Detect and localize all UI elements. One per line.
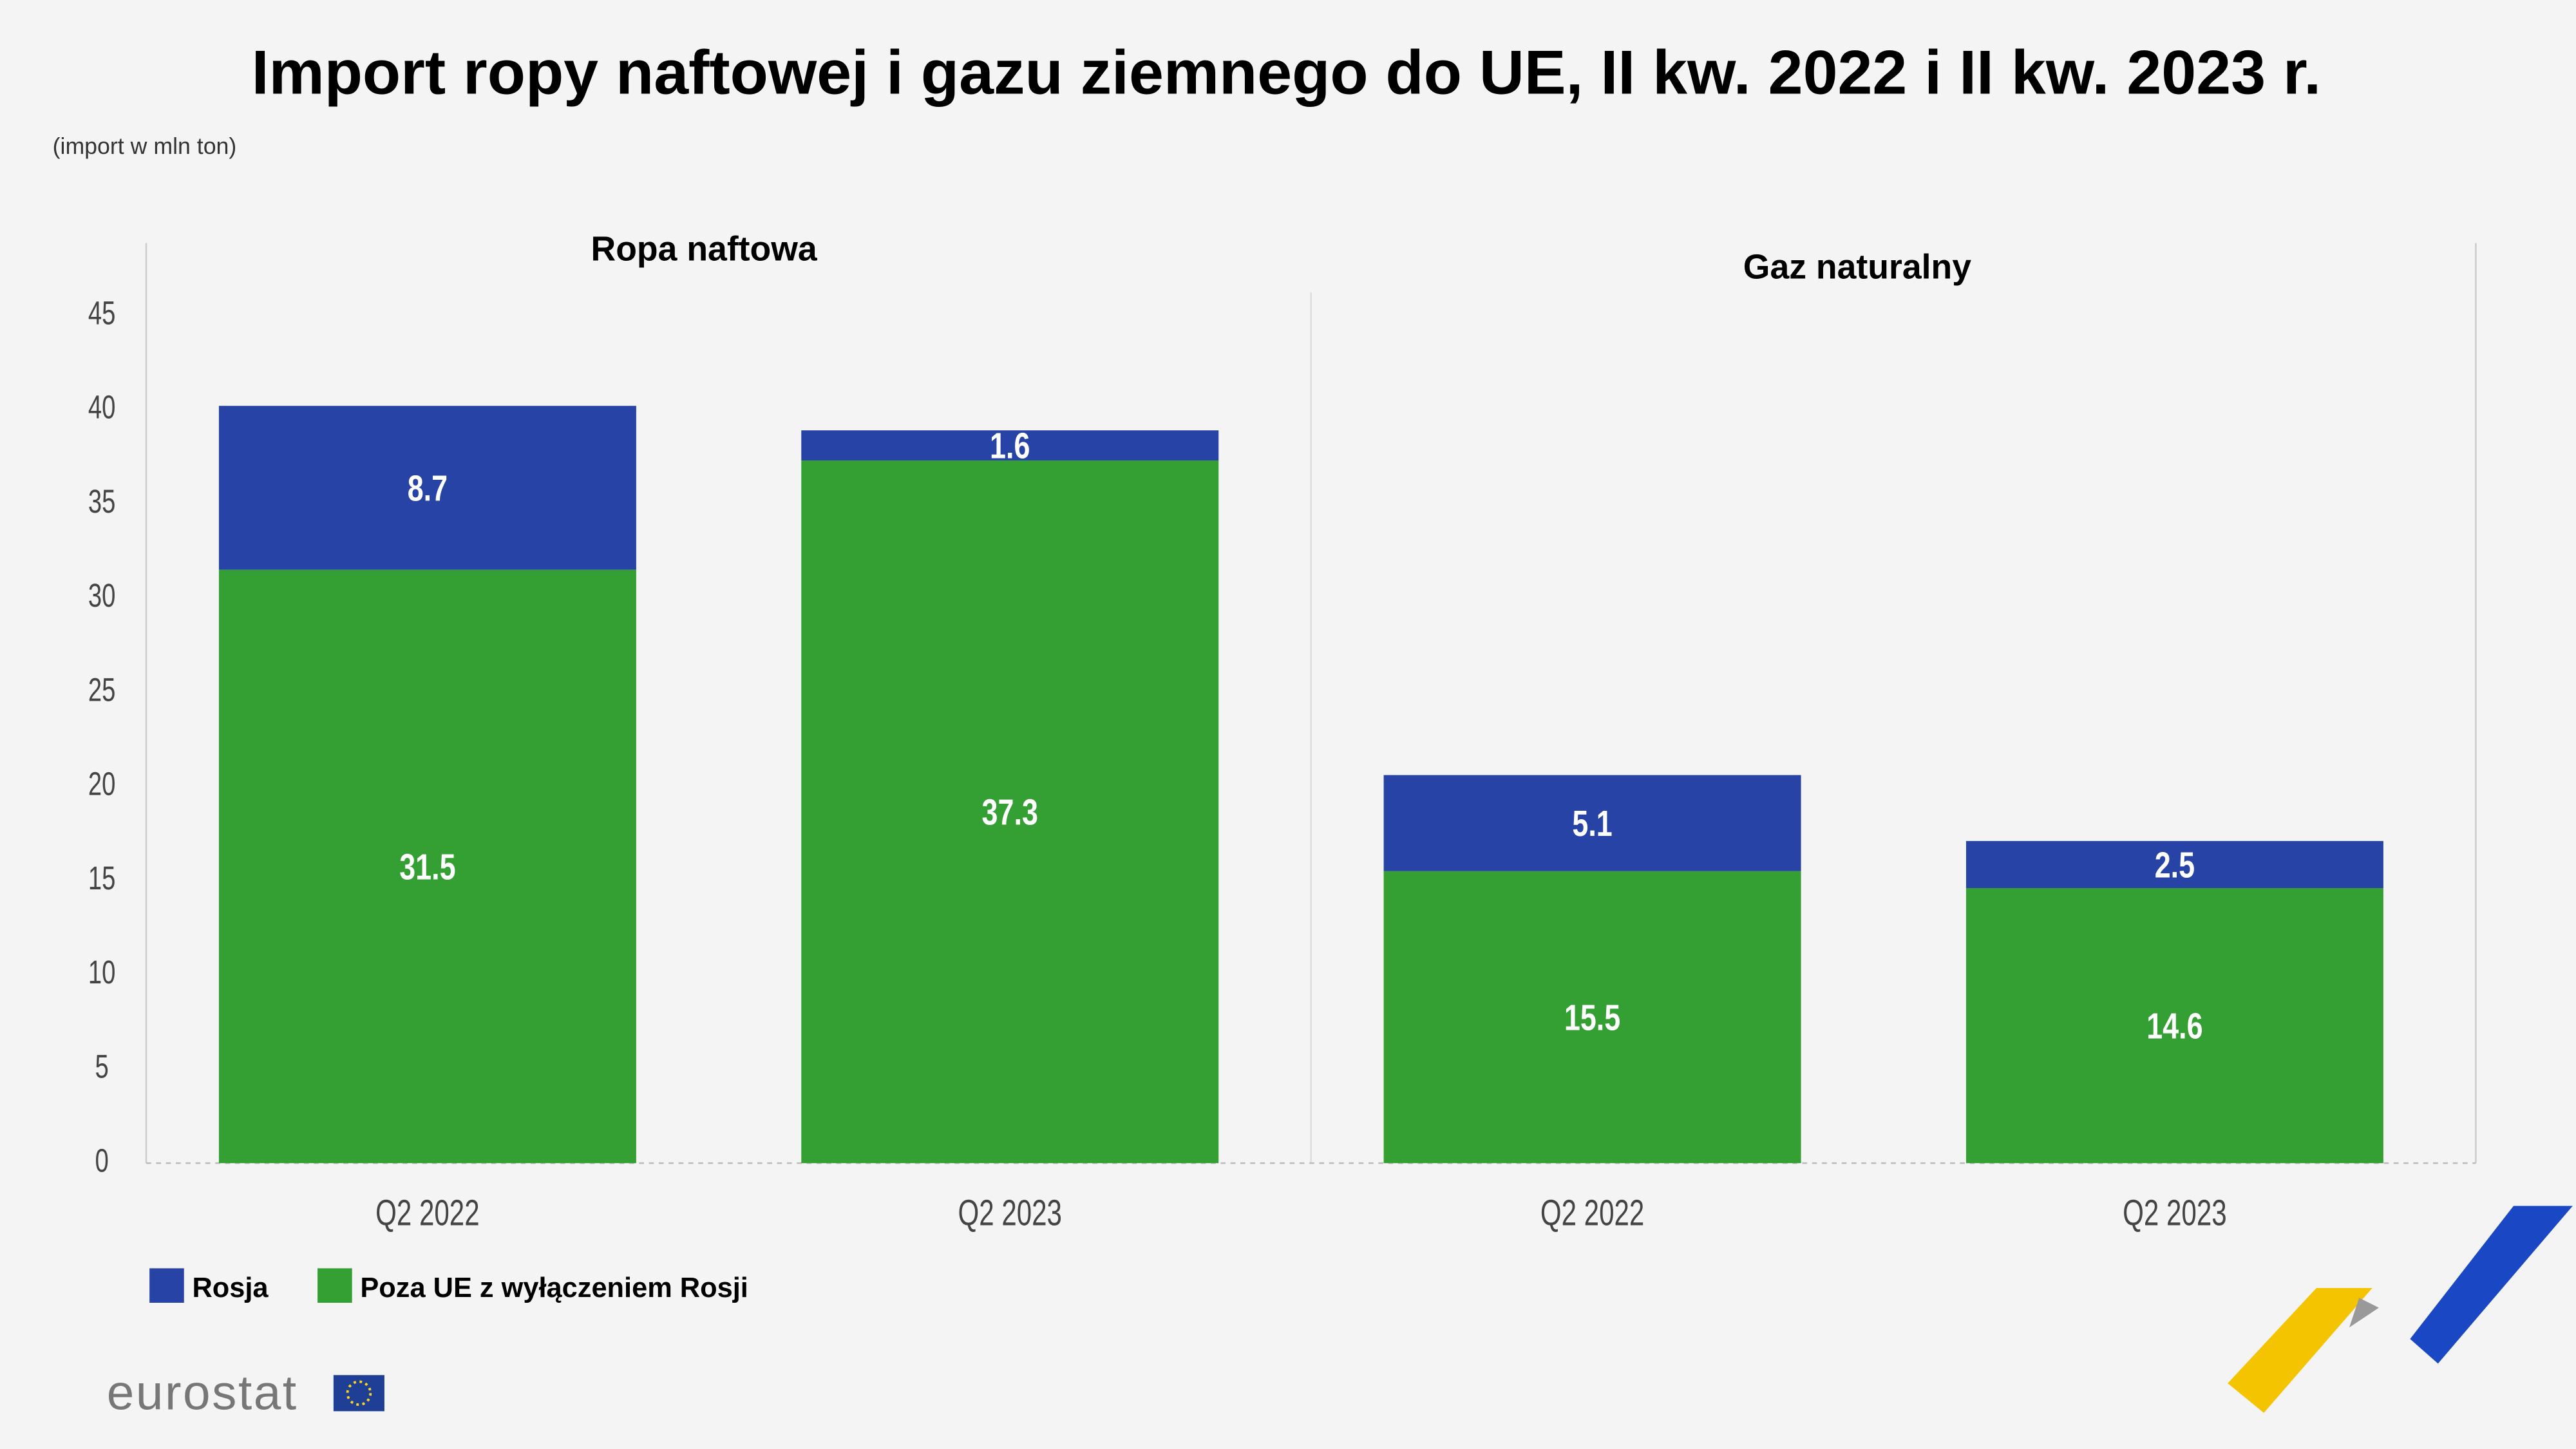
x-tick-label: Q2 2023 bbox=[2123, 1193, 2226, 1233]
y-tick-label: 15 bbox=[88, 859, 116, 896]
legend-label: Poza UE z wyłączeniem Rosji bbox=[360, 1273, 748, 1303]
legend-swatch bbox=[149, 1268, 184, 1303]
x-tick-label: Q2 2022 bbox=[375, 1193, 479, 1233]
group-title: Gaz naturalny bbox=[1743, 249, 1971, 287]
bar-segment bbox=[218, 569, 636, 1164]
logo-text: eurostat bbox=[107, 1366, 298, 1421]
y-tick-label: 10 bbox=[88, 954, 116, 991]
data-label: 31.5 bbox=[399, 847, 455, 887]
legend-label: Rosja bbox=[192, 1273, 269, 1303]
eu-flag bbox=[333, 1375, 384, 1412]
subtitle: (import w mln ton) bbox=[53, 133, 237, 159]
y-tick-label: 20 bbox=[88, 765, 116, 802]
y-tick-label: 40 bbox=[88, 388, 116, 426]
data-label: 1.6 bbox=[990, 426, 1030, 466]
bar-segment bbox=[1965, 888, 2383, 1164]
decoration bbox=[2349, 1298, 2379, 1328]
y-tick-label: 5 bbox=[95, 1048, 109, 1085]
bar-segment bbox=[1383, 871, 1801, 1164]
data-label: 15.5 bbox=[1564, 998, 1620, 1038]
group-title: Ropa naftowa bbox=[591, 230, 818, 268]
y-tick-label: 30 bbox=[88, 577, 116, 614]
bar-segment bbox=[801, 460, 1219, 1164]
eu-stars bbox=[346, 1380, 372, 1406]
data-label: 5.1 bbox=[1572, 803, 1612, 844]
data-label: 8.7 bbox=[408, 468, 448, 509]
chart-title: Import ropy naftowej i gazu ziemnego do … bbox=[252, 37, 2322, 108]
decoration bbox=[2410, 1206, 2573, 1364]
y-tick-label: 0 bbox=[95, 1142, 109, 1179]
x-tick-label: Q2 2023 bbox=[958, 1193, 1062, 1233]
data-label: 2.5 bbox=[2155, 845, 2195, 886]
bar-segment bbox=[218, 406, 636, 570]
bar-segment bbox=[1965, 840, 2383, 889]
decoration bbox=[2228, 1288, 2372, 1413]
x-tick-label: Q2 2022 bbox=[1540, 1193, 1644, 1233]
data-label: 14.6 bbox=[2146, 1006, 2202, 1046]
bar-segment bbox=[801, 430, 1219, 461]
y-tick-label: 45 bbox=[88, 294, 116, 332]
bar-segment bbox=[1383, 775, 1801, 871]
y-tick-label: 35 bbox=[88, 482, 116, 520]
data-label: 37.3 bbox=[982, 792, 1038, 833]
legend-swatch bbox=[317, 1268, 352, 1303]
y-tick-label: 25 bbox=[88, 671, 116, 708]
